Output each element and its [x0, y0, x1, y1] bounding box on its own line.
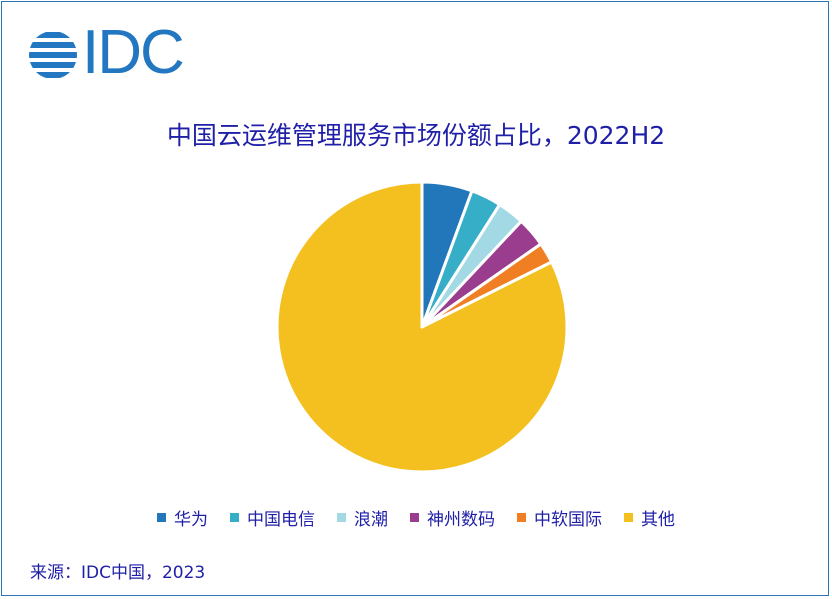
legend-swatch	[230, 513, 239, 522]
legend-swatch	[337, 513, 346, 522]
pie-slice-5	[275, 180, 569, 474]
idc-logo	[28, 30, 78, 84]
chart-title: 中国云运维管理服务市场份额占比，2022H2	[166, 121, 666, 150]
logo-text: IDC	[82, 22, 185, 84]
legend-swatch	[624, 513, 633, 522]
legend-item: 中软国际	[517, 505, 602, 530]
legend-label: 其他	[641, 510, 675, 530]
legend-item: 其他	[624, 505, 675, 530]
source-note: 来源：IDC中国，2023	[30, 563, 206, 583]
logo-wordmark: IDC	[82, 18, 185, 87]
legend-swatch	[517, 513, 526, 522]
legend-item: 华为	[157, 505, 208, 530]
legend-item: 中国电信	[230, 505, 315, 530]
legend-label: 神州数码	[427, 510, 495, 530]
legend-swatch	[410, 513, 419, 522]
legend-swatch	[157, 513, 166, 522]
globe-stripes-icon	[29, 32, 77, 78]
legend-label: 华为	[174, 510, 208, 530]
legend-label: 浪潮	[354, 510, 388, 530]
legend-label: 中国电信	[247, 510, 315, 530]
legend-item: 神州数码	[410, 505, 495, 530]
legend: 华为 中国电信 浪潮 神州数码 中软国际 其他	[0, 505, 832, 530]
legend-label: 中软国际	[534, 510, 602, 530]
legend-item: 浪潮	[337, 505, 388, 530]
